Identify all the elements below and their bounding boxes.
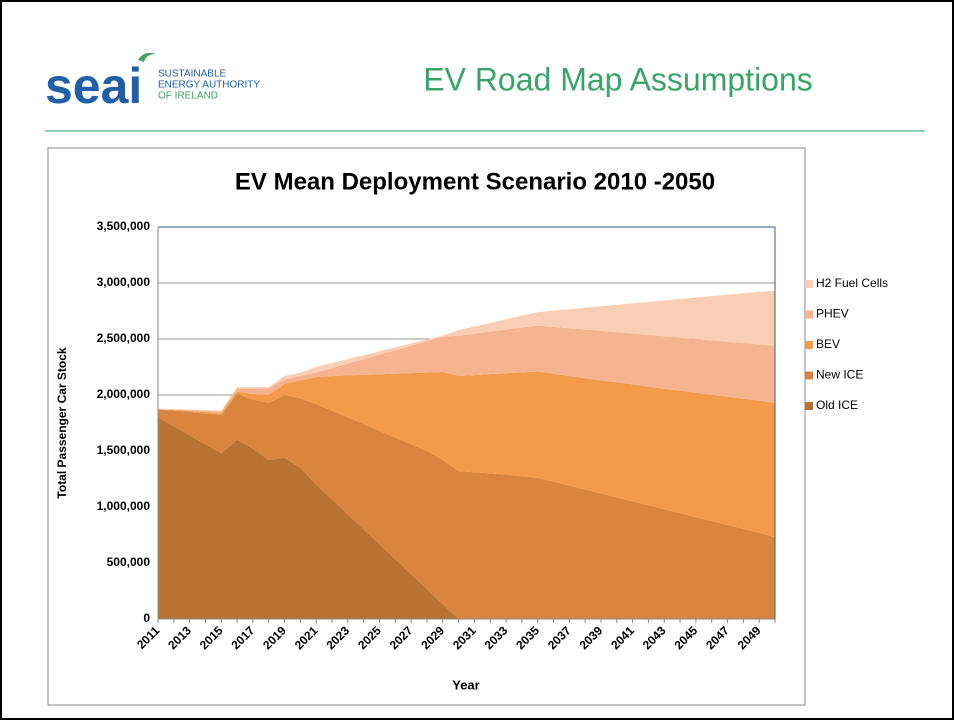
legend-swatch — [805, 310, 813, 319]
area — [158, 290, 775, 412]
y-tick-label: 500,000 — [107, 555, 151, 569]
area — [158, 393, 775, 619]
y-tick-label: 3,000,000 — [97, 275, 151, 289]
legend-swatch — [805, 402, 813, 410]
y-axis-label: Total Passenger Car Stock — [55, 347, 69, 498]
legend-swatch — [805, 341, 813, 349]
y-tick-label: 3,500,000 — [97, 219, 151, 233]
y-tick-label: 1,500,000 — [97, 443, 151, 457]
chart-title: EV Mean Deployment Scenario 2010 -2050 — [235, 168, 715, 195]
legend-label: Old ICE — [816, 398, 858, 412]
legend-label: BEV — [816, 337, 840, 351]
y-tick-label: 2,500,000 — [97, 331, 151, 345]
area — [158, 417, 775, 619]
legend-label: PHEV — [816, 307, 849, 321]
logo: seai — [45, 58, 142, 114]
logo-line: OF IRELAND — [158, 91, 218, 102]
legend-label: H2 Fuel Cells — [816, 276, 888, 290]
slide-title: EV Road Map Assumptions — [423, 61, 813, 97]
logo-leaf — [138, 52, 156, 62]
legend-swatch — [805, 371, 813, 380]
area — [158, 371, 775, 538]
y-tick-label: 2,000,000 — [97, 387, 151, 401]
legend-label: New ICE — [816, 368, 863, 382]
area — [158, 325, 775, 414]
y-tick-label: 0 — [143, 611, 150, 625]
logo-line: ENERGY AUTHORITY — [158, 80, 260, 91]
x-axis-label: Year — [452, 677, 479, 692]
y-tick-label: 1,000,000 — [97, 499, 151, 513]
legend-swatch — [805, 280, 813, 288]
logo-line: SUSTAINABLE — [158, 69, 226, 80]
